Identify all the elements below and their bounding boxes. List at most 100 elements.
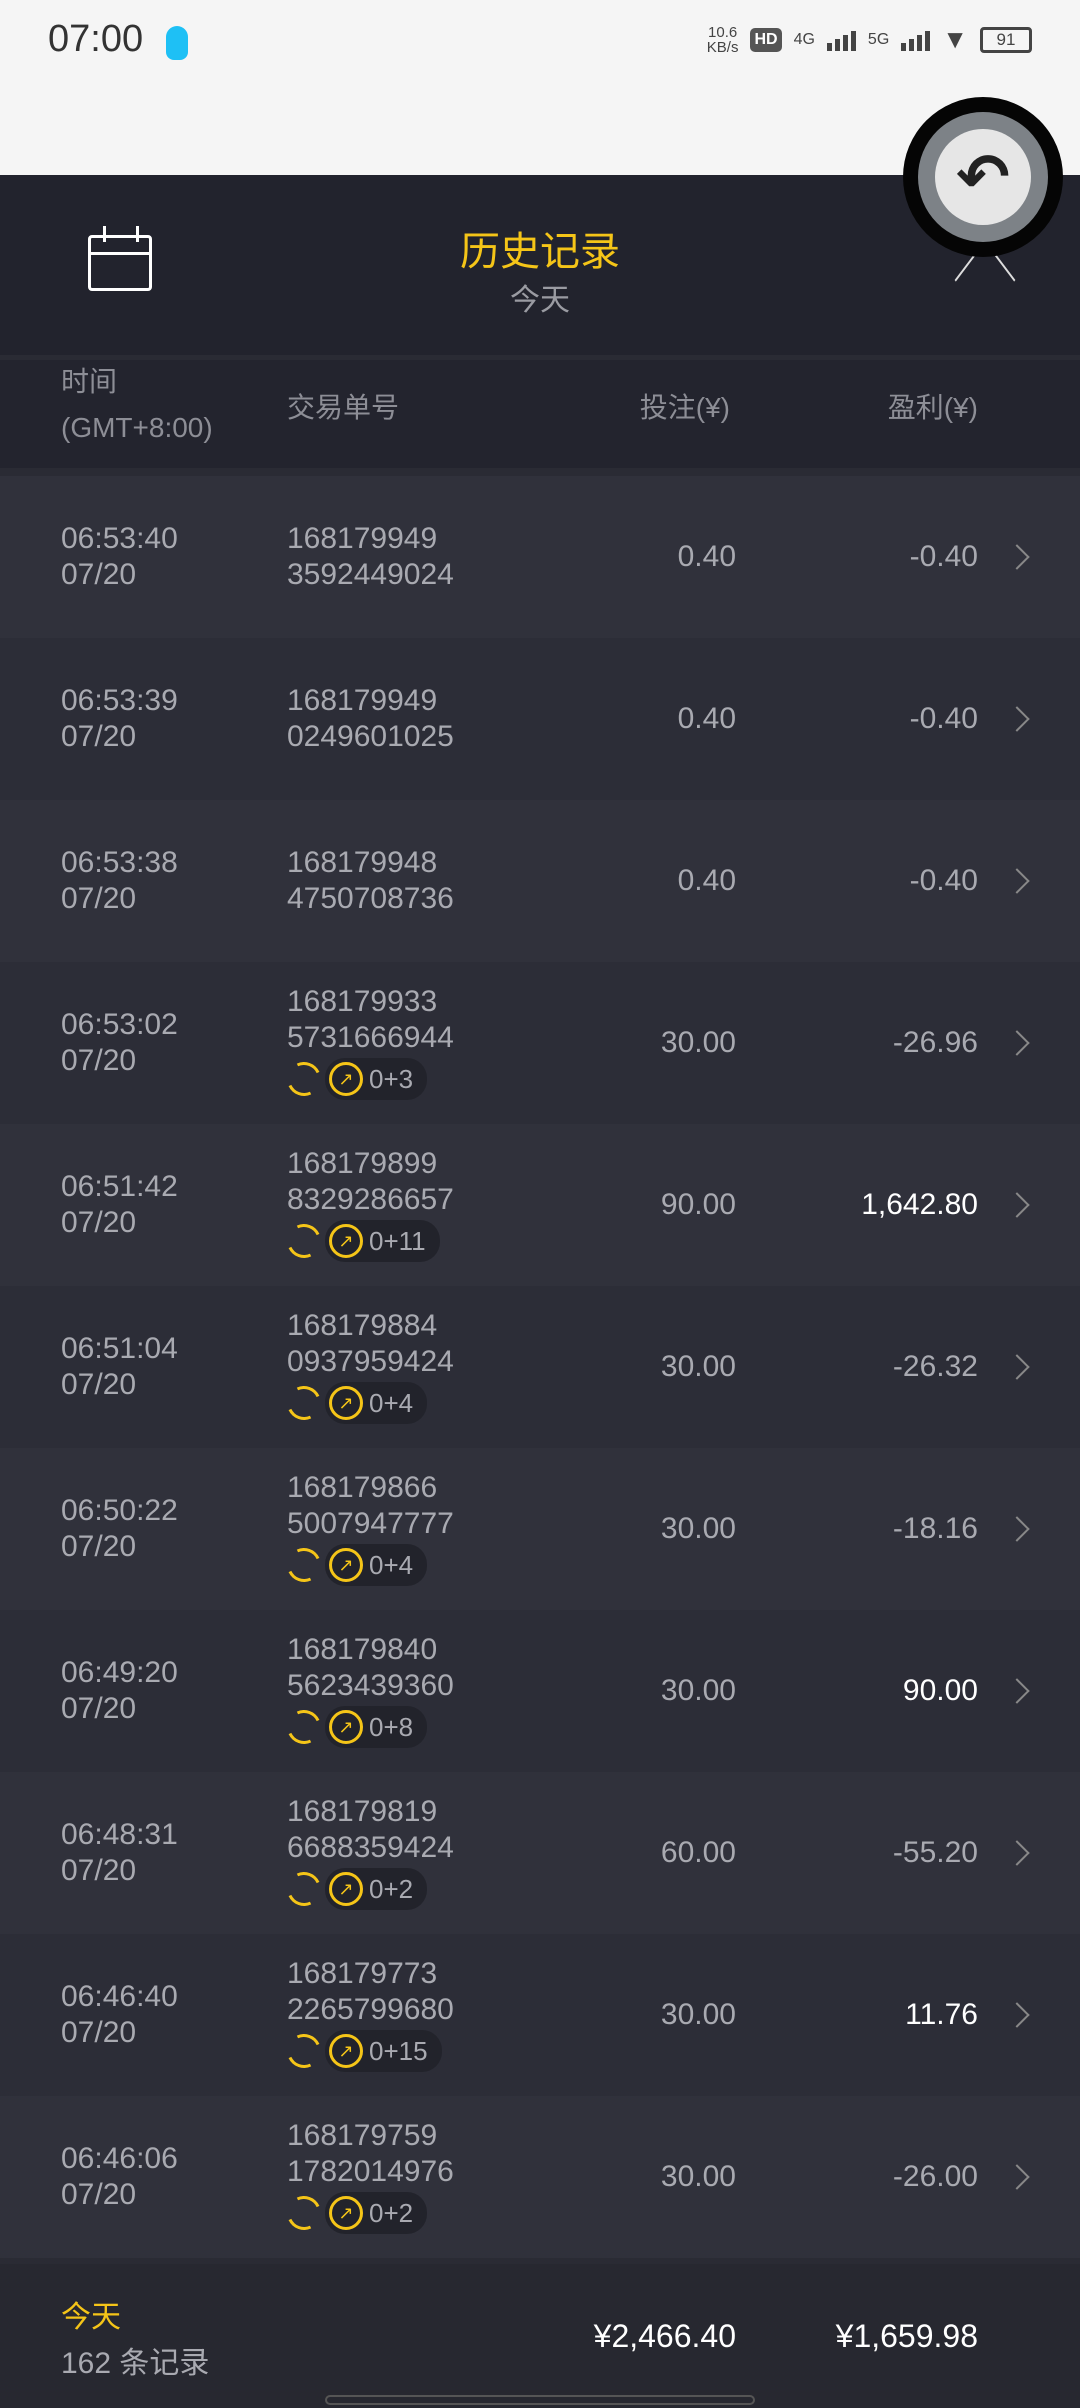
coin-icon: ↗ [329,1224,363,1258]
bonus-badge: ↗ 0+4 [325,1382,428,1424]
row-bet: 90.00 [660,1188,736,1221]
row-bet: 60.00 [660,1836,736,1869]
coin-icon: ↗ [329,1062,363,1096]
row-bet: 30.00 [660,1674,736,1707]
row-time: 06:48:31 07/20 [61,1818,178,1887]
home-indicator[interactable] [325,2395,755,2405]
col-timezone: (GMT+8:00) [61,412,213,443]
bonus-badge: ↗ 0+4 [325,1544,428,1586]
row-order: 168179884 0937959424 ↗ 0+4 [282,1308,454,1425]
row-order: 168179773 2265799680 ↗ 0+15 [282,1956,454,2073]
date-filter-label[interactable]: 今天 [510,284,570,317]
signal-4g-label: 4G [793,30,815,48]
row-time: 06:53:02 07/20 [61,1008,178,1077]
refresh-icon [282,1543,326,1587]
refresh-icon [282,1057,326,1101]
bonus-badge: ↗ 0+2 [325,1868,428,1910]
col-profit: 盈利(¥) [887,392,978,423]
refresh-icon [282,2191,326,2235]
row-profit: -0.40 [909,540,978,573]
record-count: 162 条记录 [61,2347,210,2380]
row-time: 06:49:20 07/20 [61,1656,178,1725]
calendar-icon[interactable] [88,226,152,291]
row-bet: 30.00 [660,1998,736,2031]
signal-icon [901,29,931,51]
chevron-right-icon[interactable] [1004,2164,1030,2190]
chevron-right-icon[interactable] [1004,2002,1030,2028]
table-row[interactable]: 06:46:40 07/20 168179773 2265799680 ↗ 0+15 … [0,1934,1080,2096]
coin-icon: ↗ [329,2196,363,2230]
row-order: 168179933 5731666944 ↗ 0+3 [282,984,454,1101]
row-profit: -26.00 [892,2160,978,2193]
row-bet: 0.40 [677,864,736,897]
row-profit: -0.40 [909,864,978,897]
table-row[interactable]: 06:53:39 07/20 168179949 0249601025 0.40 -… [0,638,1080,800]
chevron-right-icon[interactable] [1004,1678,1030,1704]
bonus-badge: ↗ 0+3 [325,1058,428,1100]
clock: 07:00 [48,18,144,60]
row-time: 06:50:22 07/20 [61,1494,178,1563]
row-order: 168179948 4750708736 [287,846,454,915]
header: 历史记录 今天 [0,175,1080,355]
net-speed: 10.6 KB/s [706,23,739,56]
table-row[interactable]: 06:46:06 07/20 168179759 1782014976 ↗ 0+2 3… [0,2096,1080,2258]
row-time: 06:51:42 07/20 [61,1170,178,1239]
summary-period: 今天 [61,2301,121,2334]
row-bet: 0.40 [677,540,736,573]
coin-icon: ↗ [329,2034,363,2068]
battery-icon: 91 [980,26,1032,53]
row-order: 168179949 3592449024 [287,522,454,591]
bonus-badge: ↗ 0+11 [325,1220,440,1262]
col-bet: 投注(¥) [639,392,730,423]
row-profit: -26.96 [892,1026,978,1059]
signal-5g-label: 5G [867,30,890,48]
chevron-right-icon[interactable] [1004,1354,1030,1380]
chevron-right-icon[interactable] [1004,1192,1030,1218]
chevron-right-icon[interactable] [1004,706,1030,732]
back-floating-button[interactable]: ↶ [903,97,1063,257]
row-profit: -26.32 [892,1350,978,1383]
table-row[interactable]: 06:50:22 07/20 168179866 5007947777 ↗ 0+4 3… [0,1448,1080,1610]
history-list: 06:53:40 07/20 168179949 3592449024 0.40 -… [0,476,1080,2258]
table-row[interactable]: 06:51:04 07/20 168179884 0937959424 ↗ 0+4 3… [0,1286,1080,1448]
chevron-right-icon[interactable] [1004,1030,1030,1056]
row-profit: 1,642.80 [861,1188,978,1221]
hd-icon: HD [750,27,782,52]
col-time: 时间 [61,366,118,397]
refresh-icon [282,1381,326,1425]
table-row[interactable]: 06:53:38 07/20 168179948 4750708736 0.40 -… [0,800,1080,962]
refresh-icon [282,1867,326,1911]
row-bet: 0.40 [677,702,736,735]
refresh-icon [282,1219,326,1263]
table-row[interactable]: 06:53:02 07/20 168179933 5731666944 ↗ 0+3 3… [0,962,1080,1124]
chevron-right-icon[interactable] [1004,1516,1030,1542]
row-profit: 11.76 [905,1998,978,2031]
row-order: 168179840 5623439360 ↗ 0+8 [282,1632,454,1749]
table-row[interactable]: 06:48:31 07/20 168179819 6688359424 ↗ 0+2 6… [0,1772,1080,1934]
row-profit: 90.00 [902,1674,978,1707]
table-row[interactable]: 06:49:20 07/20 168179840 5623439360 ↗ 0+8 3… [0,1610,1080,1772]
col-order: 交易单号 [287,392,400,423]
table-row[interactable]: 06:51:42 07/20 168179899 8329286657 ↗ 0+11 … [0,1124,1080,1286]
row-order: 168179759 1782014976 ↗ 0+2 [282,2118,454,2235]
row-bet: 30.00 [660,1512,736,1545]
bonus-badge: ↗ 0+15 [325,2030,442,2072]
row-order: 168179949 0249601025 [287,684,454,753]
coin-icon: ↗ [329,1386,363,1420]
chevron-right-icon[interactable] [1004,868,1030,894]
chevron-right-icon[interactable] [1004,544,1030,570]
signal-icon [826,29,856,51]
row-order: 168179866 5007947777 ↗ 0+4 [282,1470,454,1587]
qq-icon [166,26,188,60]
total-bet: ¥2,466.40 [593,2318,736,2354]
summary-footer: 今天 162 条记录 ¥2,466.40 ¥1,659.98 [0,2264,1080,2408]
refresh-icon [282,2029,326,2073]
row-profit: -55.20 [892,1836,978,1869]
row-time: 06:53:38 07/20 [61,846,178,915]
table-row[interactable]: 06:53:40 07/20 168179949 3592449024 0.40 -… [0,476,1080,638]
undo-icon: ↶ [935,129,1031,225]
row-time: 06:46:40 07/20 [61,1980,178,2049]
chevron-right-icon[interactable] [1004,1840,1030,1866]
row-profit: -0.40 [909,702,978,735]
bonus-badge: ↗ 0+2 [325,2192,428,2234]
